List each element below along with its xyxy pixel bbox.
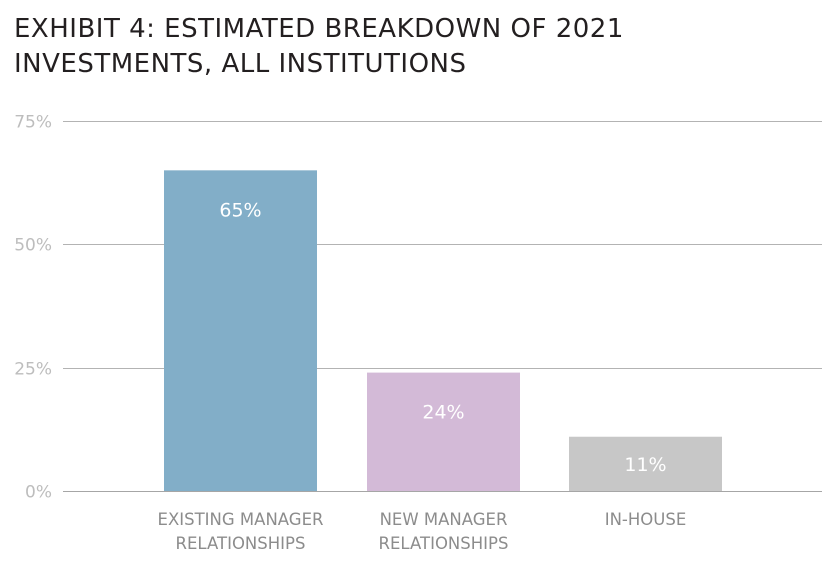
bar xyxy=(367,372,520,491)
x-category-label-line: RELATIONSHIPS xyxy=(379,534,509,553)
chart-title-line-1: EXHIBIT 4: ESTIMATED BREAKDOWN OF 2021 xyxy=(14,14,624,44)
x-category-label-line: RELATIONSHIPS xyxy=(176,534,306,553)
x-category-label: EXISTING MANAGER RELATIONSHIPS xyxy=(158,510,324,553)
y-axis-ticks: 0% 25% 50% 75% xyxy=(14,113,52,503)
data-label: 11% xyxy=(624,454,666,476)
y-tick-label: 75% xyxy=(14,113,52,133)
x-category-label-line: EXISTING MANAGER xyxy=(158,510,324,529)
x-category-label-line: IN-HOUSE xyxy=(605,510,687,529)
y-tick-label: 25% xyxy=(14,360,52,380)
chart-title-line-2: INVESTMENTS, ALL INSTITUTIONS xyxy=(14,49,467,79)
x-category-label: IN-HOUSE xyxy=(605,510,687,529)
x-category-label-line: NEW MANAGER xyxy=(380,510,508,529)
bars xyxy=(164,170,722,492)
gridlines xyxy=(63,121,822,492)
x-category-label: NEW MANAGER RELATIONSHIPS xyxy=(379,510,509,553)
y-tick-label: 50% xyxy=(14,236,52,256)
data-label: 24% xyxy=(422,402,464,424)
data-label: 65% xyxy=(219,199,261,221)
y-tick-label: 0% xyxy=(25,483,52,503)
bar xyxy=(569,436,722,491)
data-labels: 65% 24% 11% xyxy=(219,199,666,476)
chart-title: EXHIBIT 4: ESTIMATED BREAKDOWN OF 2021 I… xyxy=(14,12,814,82)
bar xyxy=(164,170,317,492)
